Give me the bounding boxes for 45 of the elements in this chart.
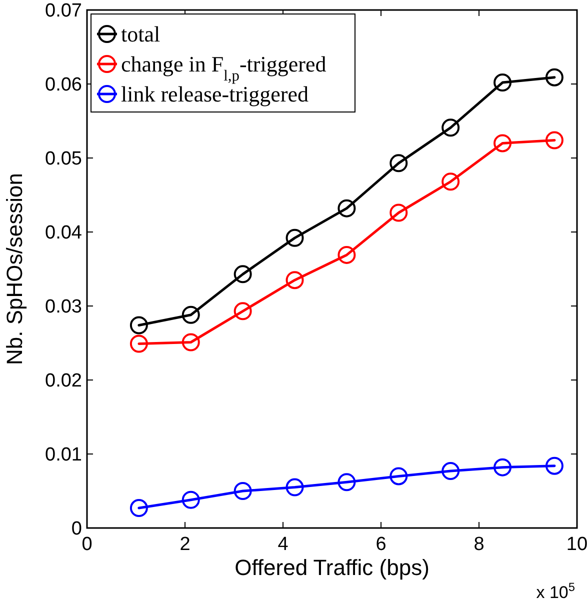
point (234, 265, 252, 284)
legend-label: change in F$_{l,p}$-triggered (121, 52, 326, 84)
point (390, 154, 408, 172)
point (442, 462, 460, 480)
x-axis-title: Offered Traffic (bps) (234, 555, 430, 580)
x-tick-label: 4 (278, 534, 289, 555)
y-tick-label: 0.03 (45, 296, 82, 318)
point (390, 204, 408, 222)
point (442, 172, 460, 191)
point (338, 246, 356, 264)
y-tick-label: 0 (71, 518, 82, 540)
x-tick-label: 8 (474, 534, 484, 555)
x-tick-label: 2 (180, 534, 190, 555)
point (494, 134, 512, 152)
point (545, 456, 564, 475)
y-tick-label: 0.05 (45, 148, 82, 170)
point (338, 199, 356, 218)
y-tick-label: 0.01 (45, 444, 82, 466)
point (286, 271, 304, 290)
point (182, 490, 200, 509)
point (130, 316, 148, 334)
point (182, 306, 200, 324)
point (494, 458, 512, 476)
y-tick-label: 0.07 (45, 0, 82, 22)
y-tick-label: 0.04 (45, 222, 82, 244)
x-tick-label: 10 (566, 534, 587, 555)
point (545, 68, 564, 86)
point (442, 118, 460, 137)
x-tick-label: 6 (376, 534, 386, 555)
point (545, 131, 564, 150)
text: x 10$^{5}$ (536, 580, 576, 602)
point (286, 228, 304, 247)
point (494, 74, 512, 92)
point (130, 334, 148, 353)
point (182, 333, 200, 352)
point (286, 478, 304, 496)
y-tick-label: 0.06 (45, 74, 82, 96)
point (130, 499, 148, 518)
point (234, 482, 252, 500)
legend-label: total (121, 22, 160, 47)
y-tick-label: 0.02 (45, 370, 82, 392)
point (338, 473, 356, 492)
point (390, 467, 408, 486)
point (234, 302, 252, 320)
y-axis-title: Nb. SpHOs/session (2, 173, 27, 365)
